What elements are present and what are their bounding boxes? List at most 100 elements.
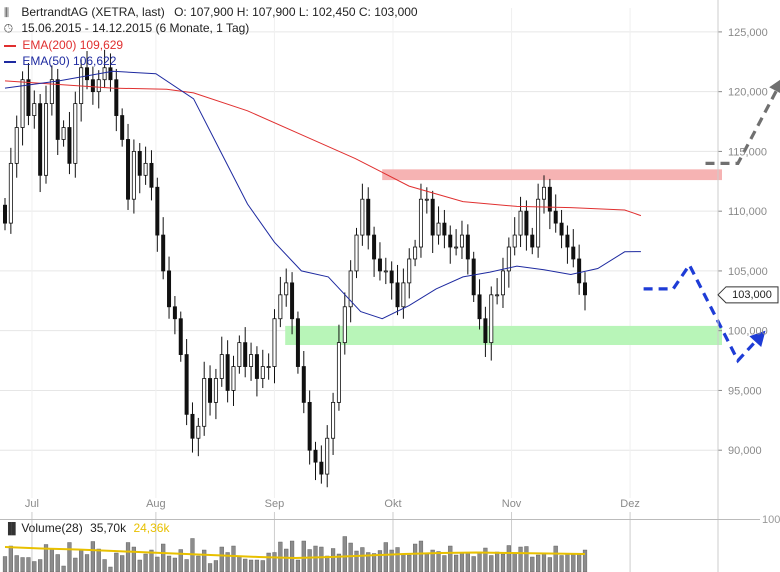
- candle-body: [225, 354, 230, 391]
- candle-body: [518, 210, 523, 236]
- candle-body: [536, 198, 541, 248]
- volume-bar: [243, 558, 248, 572]
- candle-body: [413, 246, 418, 260]
- candle-body: [208, 378, 213, 403]
- candle-body: [243, 342, 248, 367]
- volume-bar: [184, 559, 189, 572]
- price-axis: 125,000 120,000 115,000 110,000 105,000 100,0…: [717, 0, 768, 572]
- grid: [0, 8, 718, 498]
- candle-body: [577, 258, 582, 284]
- candle-body: [90, 79, 95, 93]
- volume-bar: [377, 550, 383, 572]
- ema50-value: 106,622: [73, 54, 117, 68]
- y-tick-label: 105,000: [728, 266, 768, 278]
- legend-ema50-row: EMA(50) 106,622: [4, 54, 116, 68]
- volume-bar: [178, 549, 183, 572]
- volume-bar: [371, 553, 377, 572]
- y-tick-label: 120,000: [728, 87, 768, 99]
- candle-body: [114, 79, 119, 116]
- volume-bar: [313, 545, 318, 572]
- volume-bar: [295, 559, 301, 572]
- volume-bar: [354, 550, 359, 572]
- resistance-zone: [382, 169, 722, 181]
- volume-bar: [530, 556, 535, 572]
- volume-bar: [155, 556, 160, 572]
- volume-bar: [14, 555, 19, 572]
- candle-body: [354, 234, 359, 272]
- volume-bar: [582, 549, 588, 572]
- volume-bar: [330, 548, 336, 572]
- candle-body: [583, 282, 588, 296]
- ema200-line: [4, 80, 642, 217]
- volume-bar: [553, 545, 558, 572]
- volume-bar: [495, 551, 500, 572]
- candle-body: [442, 222, 447, 236]
- volume-bar: [512, 553, 517, 572]
- volume-bar: [8, 545, 13, 572]
- volume-bar: [61, 565, 66, 572]
- candle-body: [454, 246, 459, 249]
- volume-bar: [389, 549, 394, 572]
- candle-body: [366, 198, 371, 236]
- candle-body: [565, 234, 570, 248]
- candle-body: [102, 67, 107, 81]
- candle-body: [126, 139, 131, 200]
- candle-body: [495, 294, 500, 297]
- candle-body: [448, 234, 453, 248]
- volume-bar: [131, 546, 136, 572]
- volume-bar: [32, 561, 37, 572]
- support-zone: [285, 325, 722, 346]
- volume-bar: [442, 555, 447, 572]
- candle-body: [120, 115, 125, 140]
- candle-body: [290, 282, 295, 320]
- clock-icon: 🕒︎: [4, 23, 13, 35]
- candle-body: [377, 258, 382, 272]
- volume-bar: [500, 553, 506, 572]
- volume-bar: [73, 557, 78, 572]
- candle-body: [465, 234, 470, 260]
- candle-body: [395, 282, 400, 308]
- volume-bar: [225, 552, 230, 572]
- x-tick-label: Dez: [620, 498, 640, 510]
- volume-bar: [430, 549, 435, 572]
- candle-body: [137, 151, 142, 176]
- instrument-title: BertrandtAG (XETRA, last): [21, 5, 165, 19]
- volume-bar: [424, 553, 429, 572]
- volume-bar: [471, 556, 476, 572]
- candle-body: [512, 234, 517, 248]
- volume-bar: [231, 545, 236, 572]
- volume-bar: [536, 554, 541, 572]
- x-tick-label: Okt: [384, 498, 401, 510]
- volume-bar: [407, 554, 412, 572]
- volume-bar: [565, 553, 570, 572]
- volume-legend: ▐▌ Volume(28) 35,70k 24,36k: [4, 521, 169, 535]
- volume-bar: [26, 557, 31, 572]
- volume-bar: [518, 546, 523, 572]
- candle-body: [266, 366, 271, 368]
- legend-ema200-row: EMA(200) 109,629: [4, 38, 123, 52]
- volume-bar: [84, 554, 90, 572]
- candle-body: [213, 378, 218, 403]
- candle-body: [524, 210, 529, 236]
- volume-bar: [43, 544, 49, 572]
- candle-body: [471, 258, 476, 296]
- candle-body: [389, 270, 394, 284]
- volume-bar: [301, 540, 306, 572]
- y-tick-label: 95,000: [728, 385, 762, 397]
- volume-bar: [401, 554, 406, 572]
- x-tick-label: Sep: [265, 498, 285, 510]
- x-tick-label: Jul: [25, 498, 39, 510]
- candle-body: [190, 413, 195, 439]
- y-tick-label: 90,000: [728, 445, 762, 457]
- volume-bar: [67, 542, 72, 572]
- volume-bar: [143, 553, 148, 572]
- ema200-swatch: [4, 44, 16, 47]
- volume-bar: [360, 547, 365, 572]
- volume-bar: [248, 559, 254, 572]
- volume-bar: [166, 555, 172, 572]
- candle-body: [14, 127, 19, 164]
- legend-period-row: 🕒︎ 15.06.2015 - 14.12.2015 (6 Monate, 1 …: [4, 21, 249, 36]
- candle-body: [202, 378, 207, 427]
- candle-body: [143, 162, 148, 176]
